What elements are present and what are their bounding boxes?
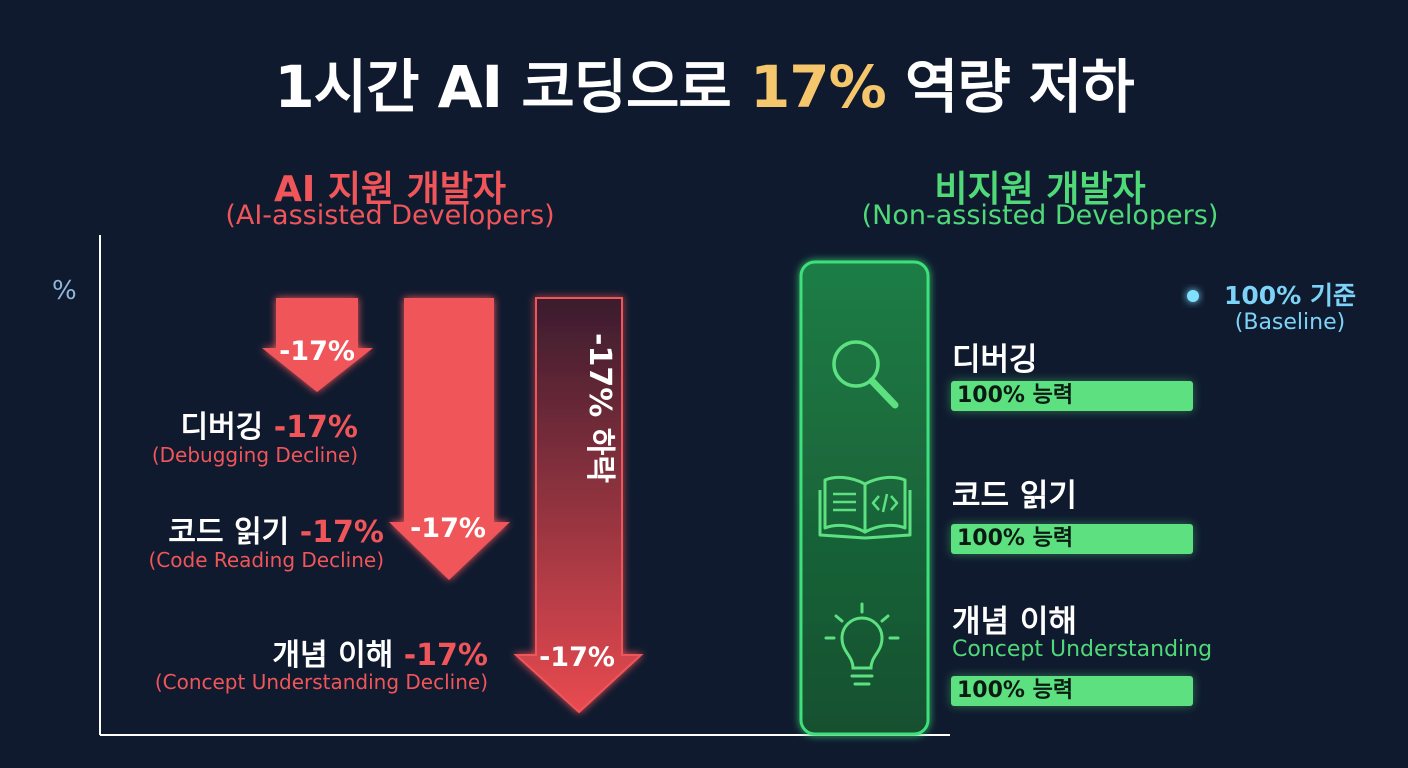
- decline-arrow-label: -17%: [279, 336, 355, 367]
- skill-code-reading: 코드 읽기: [952, 478, 1077, 514]
- baseline-sublabel: (Baseline): [1234, 310, 1346, 335]
- chart-title: 1시간 AI 코딩으로 17% 역량 저하: [0, 40, 1408, 124]
- decline-arrow-label: -17%: [539, 642, 615, 673]
- ai-label-concept: 개념 이해 -17%: [100, 630, 488, 674]
- ai-sublabel-code-reading: (Code Reading Decline): [148, 548, 385, 572]
- decline-arrow: [262, 298, 373, 392]
- ai-sublabel-debugging: (Debugging Decline): [151, 443, 358, 467]
- title-prefix: 1시간 AI 코딩으로: [274, 53, 750, 121]
- lightbulb-icon: [824, 602, 900, 686]
- y-axis-label: %: [52, 276, 77, 306]
- skill-debugging: 디버깅: [952, 342, 1038, 378]
- decline-arrow-label: -17%: [410, 513, 486, 544]
- ai-label-code-reading-text: 코드 읽기: [168, 515, 290, 550]
- ai-label-concept-text: 개념 이해: [272, 638, 394, 673]
- title-highlight: 17%: [749, 53, 887, 121]
- ai-label-debugging-text: 디버깅: [180, 410, 264, 445]
- ai-label-code-reading-value: -17%: [299, 515, 384, 550]
- decline-arrow: [389, 298, 510, 580]
- ai-label-debugging-value: -17%: [273, 410, 358, 445]
- baseline-label: 100% 기준: [1224, 281, 1356, 310]
- nonai-group-subheading: (Non-assisted Developers): [861, 200, 1219, 231]
- baseline-dot: [1187, 290, 1199, 302]
- ai-sublabel-concept: (Concept Understanding Decline): [154, 670, 488, 694]
- ai-group-heading: AI 지원 개발자: [274, 169, 506, 210]
- skill-concept: 개념 이해: [952, 604, 1077, 640]
- big-arrow-vertical-label: -17% 하락: [582, 333, 617, 483]
- ai-label-debugging: 디버깅 -17%: [90, 402, 358, 446]
- ai-label-code-reading: 코드 읽기 -17%: [60, 507, 384, 551]
- capability-bar-concept: 100% 능력: [951, 676, 1193, 706]
- nonai-group-heading: 비지원 개발자: [934, 169, 1146, 210]
- ai-label-concept-value: -17%: [403, 638, 488, 673]
- code-book-icon: [818, 475, 912, 540]
- skill-concept-english: Concept Understanding: [952, 637, 1213, 662]
- ai-group-subheading: (AI-assisted Developers): [225, 200, 555, 231]
- decline-arrow: [513, 297, 644, 714]
- title-suffix: 역량 저하: [885, 53, 1135, 121]
- magnifier-icon: [832, 340, 899, 409]
- capability-bar-code-reading: 100% 능력: [951, 524, 1193, 554]
- capability-bar-debugging: 100% 능력: [951, 381, 1193, 411]
